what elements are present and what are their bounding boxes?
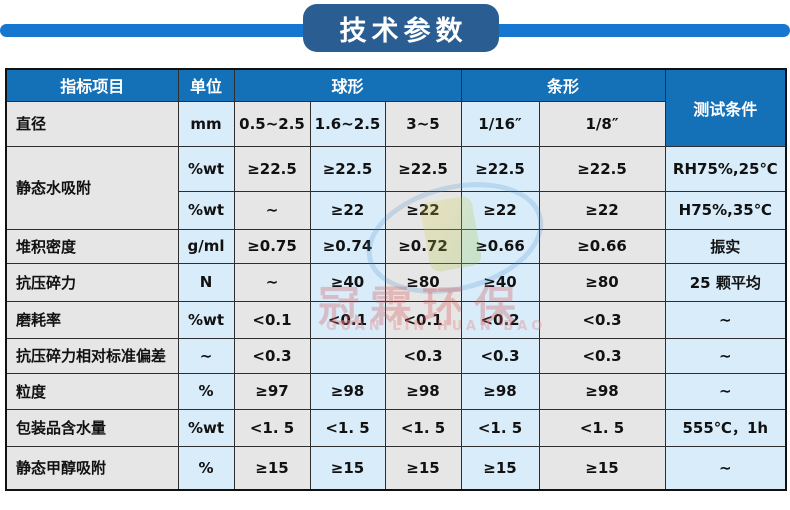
- table-cell: mm: [177, 100, 235, 147]
- row-label: 堆积密度: [5, 228, 179, 264]
- condition-cell: 振实: [664, 228, 787, 264]
- table-cell: ≥22.5: [460, 145, 540, 192]
- table-cell: ≥22: [309, 190, 386, 230]
- row-label: 包装品含水量: [5, 408, 179, 447]
- table-cell: <0.3: [384, 337, 462, 374]
- table-row: 粒度 % ≥97 ≥98 ≥98 ≥98 ≥98 ∼: [5, 372, 787, 410]
- title-banner: 技术参数: [0, 0, 790, 60]
- table-cell: <0.3: [460, 337, 540, 374]
- header-condition: 测试条件: [664, 68, 787, 147]
- table-row: 抗压碎力 N ∼ ≥40 ≥80 ≥40 ≥80 25 颗平均: [5, 262, 787, 302]
- table-cell: ∼: [177, 337, 235, 374]
- row-label: 抗压碎力相对标准偏差: [5, 337, 179, 374]
- table-cell: ≥80: [538, 262, 666, 302]
- table-cell: ≥0.75: [233, 228, 311, 264]
- row-label: 静态甲醇吸附: [5, 445, 179, 491]
- table-cell: 1.6~2.5: [309, 100, 386, 147]
- table-cell: ≥98: [460, 372, 540, 410]
- table-row: 抗压碎力相对标准偏差 ∼ <0.3 <0.3 <0.3 <0.3 ∼: [5, 337, 787, 374]
- header-strip-group: 条形: [460, 68, 666, 102]
- table-cell: 3~5: [384, 100, 462, 147]
- row-label: 静态水吸附: [5, 145, 179, 230]
- table-row: %wt ∼ ≥22 ≥22 ≥22 ≥22 H75%,35℃: [6, 190, 787, 230]
- header-row: 指标项目 单位 球形 条形 测试条件: [5, 68, 787, 147]
- table-cell: <1. 5: [538, 408, 666, 447]
- row-label: 磨耗率: [5, 300, 179, 339]
- spec-table: 指标项目 单位 球形 条形 测试条件 直径 mm 0.5~2.5 1.6~2.5…: [5, 68, 788, 491]
- table-cell: <0.3: [538, 300, 666, 339]
- table-cell: %wt: [177, 190, 235, 230]
- table-cell: ≥22: [460, 190, 540, 230]
- page-title: 技术参数: [303, 4, 499, 52]
- table-cell: <1. 5: [384, 408, 462, 447]
- header-sphere-group: 球形: [233, 68, 462, 102]
- table-cell: <1. 5: [460, 408, 540, 447]
- table-cell: ≥22: [384, 190, 462, 230]
- table-cell: <0.3: [538, 337, 666, 374]
- table-cell: ≥97: [233, 372, 311, 410]
- row-label: 直径: [5, 100, 179, 147]
- table-cell: <0.1: [309, 300, 386, 339]
- table-cell: ≥98: [384, 372, 462, 410]
- header-item: 指标项目: [5, 68, 179, 102]
- condition-cell: ∼: [664, 337, 787, 374]
- table-cell: ≥22.5: [384, 145, 462, 192]
- table-cell: ≥40: [309, 262, 386, 302]
- table-cell: 0.5~2.5: [233, 100, 311, 147]
- table-row: 包装品含水量 %wt <1. 5 <1. 5 <1. 5 <1. 5 <1. 5…: [5, 408, 787, 447]
- table-cell: %wt: [177, 145, 235, 192]
- table-cell: ≥0.74: [309, 228, 386, 264]
- table-row: 静态甲醇吸附 % ≥15 ≥15 ≥15 ≥15 ≥15 ∼: [5, 445, 787, 491]
- table-cell: %wt: [177, 408, 235, 447]
- table-cell: g/ml: [177, 228, 235, 264]
- table-cell: ≥15: [309, 445, 386, 491]
- table-cell: 1/8″: [538, 100, 666, 147]
- row-label: 粒度: [5, 372, 179, 410]
- table-cell: 1/16″: [460, 100, 540, 147]
- table-cell: ≥15: [233, 445, 311, 491]
- table-row: 磨耗率 %wt <0.1 <0.1 <0.1 <0.2 <0.3 ∼: [5, 300, 787, 339]
- table-cell: %wt: [177, 300, 235, 339]
- table-cell: <1. 5: [309, 408, 386, 447]
- table-cell: ∼: [233, 262, 311, 302]
- table-cell: ≥22: [538, 190, 666, 230]
- table-cell: ≥15: [384, 445, 462, 491]
- table-cell: <0.1: [233, 300, 311, 339]
- table-row-diameter: 直径 mm 0.5~2.5 1.6~2.5 3~5 1/16″ 1/8″: [5, 100, 786, 147]
- table-cell: N: [177, 262, 235, 302]
- table-cell: ≥98: [538, 372, 666, 410]
- table-cell: ∼: [233, 190, 311, 230]
- table-cell: ≥0.66: [538, 228, 666, 264]
- table-cell: ≥98: [309, 372, 386, 410]
- condition-cell: H75%,35℃: [664, 190, 787, 230]
- table-cell: ≥0.66: [460, 228, 540, 264]
- table-cell: ≥80: [384, 262, 462, 302]
- table-cell: <0.1: [384, 300, 462, 339]
- page-title-text: 技术参数: [339, 15, 468, 47]
- table-cell: <0.3: [233, 337, 311, 374]
- condition-cell: 25 颗平均: [664, 262, 787, 302]
- table-row: 堆积密度 g/ml ≥0.75 ≥0.74 ≥0.72 ≥0.66 ≥0.66 …: [5, 228, 787, 264]
- table-cell: <1. 5: [233, 408, 311, 447]
- condition-cell: ∼: [664, 300, 787, 339]
- spec-table-container: 指标项目 单位 球形 条形 测试条件 直径 mm 0.5~2.5 1.6~2.5…: [5, 68, 788, 491]
- table-cell: <0.2: [460, 300, 540, 339]
- header-unit: 单位: [177, 68, 235, 102]
- table-cell: ≥0.72: [384, 228, 462, 264]
- condition-cell: RH75%,25℃: [664, 145, 787, 192]
- table-row: 静态水吸附 %wt ≥22.5 ≥22.5 ≥22.5 ≥22.5 ≥22.5 …: [5, 145, 787, 230]
- table-cell: %: [177, 445, 235, 491]
- condition-cell: ∼: [664, 445, 787, 491]
- condition-cell: ∼: [664, 372, 787, 410]
- table-cell: ≥15: [538, 445, 666, 491]
- table-cell: ≥40: [460, 262, 540, 302]
- table-cell: ≥22.5: [538, 145, 666, 192]
- table-cell: ≥22.5: [233, 145, 311, 192]
- table-cell: %: [177, 372, 235, 410]
- table-cell: ≥22.5: [309, 145, 386, 192]
- row-label: 抗压碎力: [5, 262, 179, 302]
- condition-cell: 555℃，1h: [664, 408, 787, 447]
- table-cell: [309, 337, 386, 374]
- table-cell: ≥15: [460, 445, 540, 491]
